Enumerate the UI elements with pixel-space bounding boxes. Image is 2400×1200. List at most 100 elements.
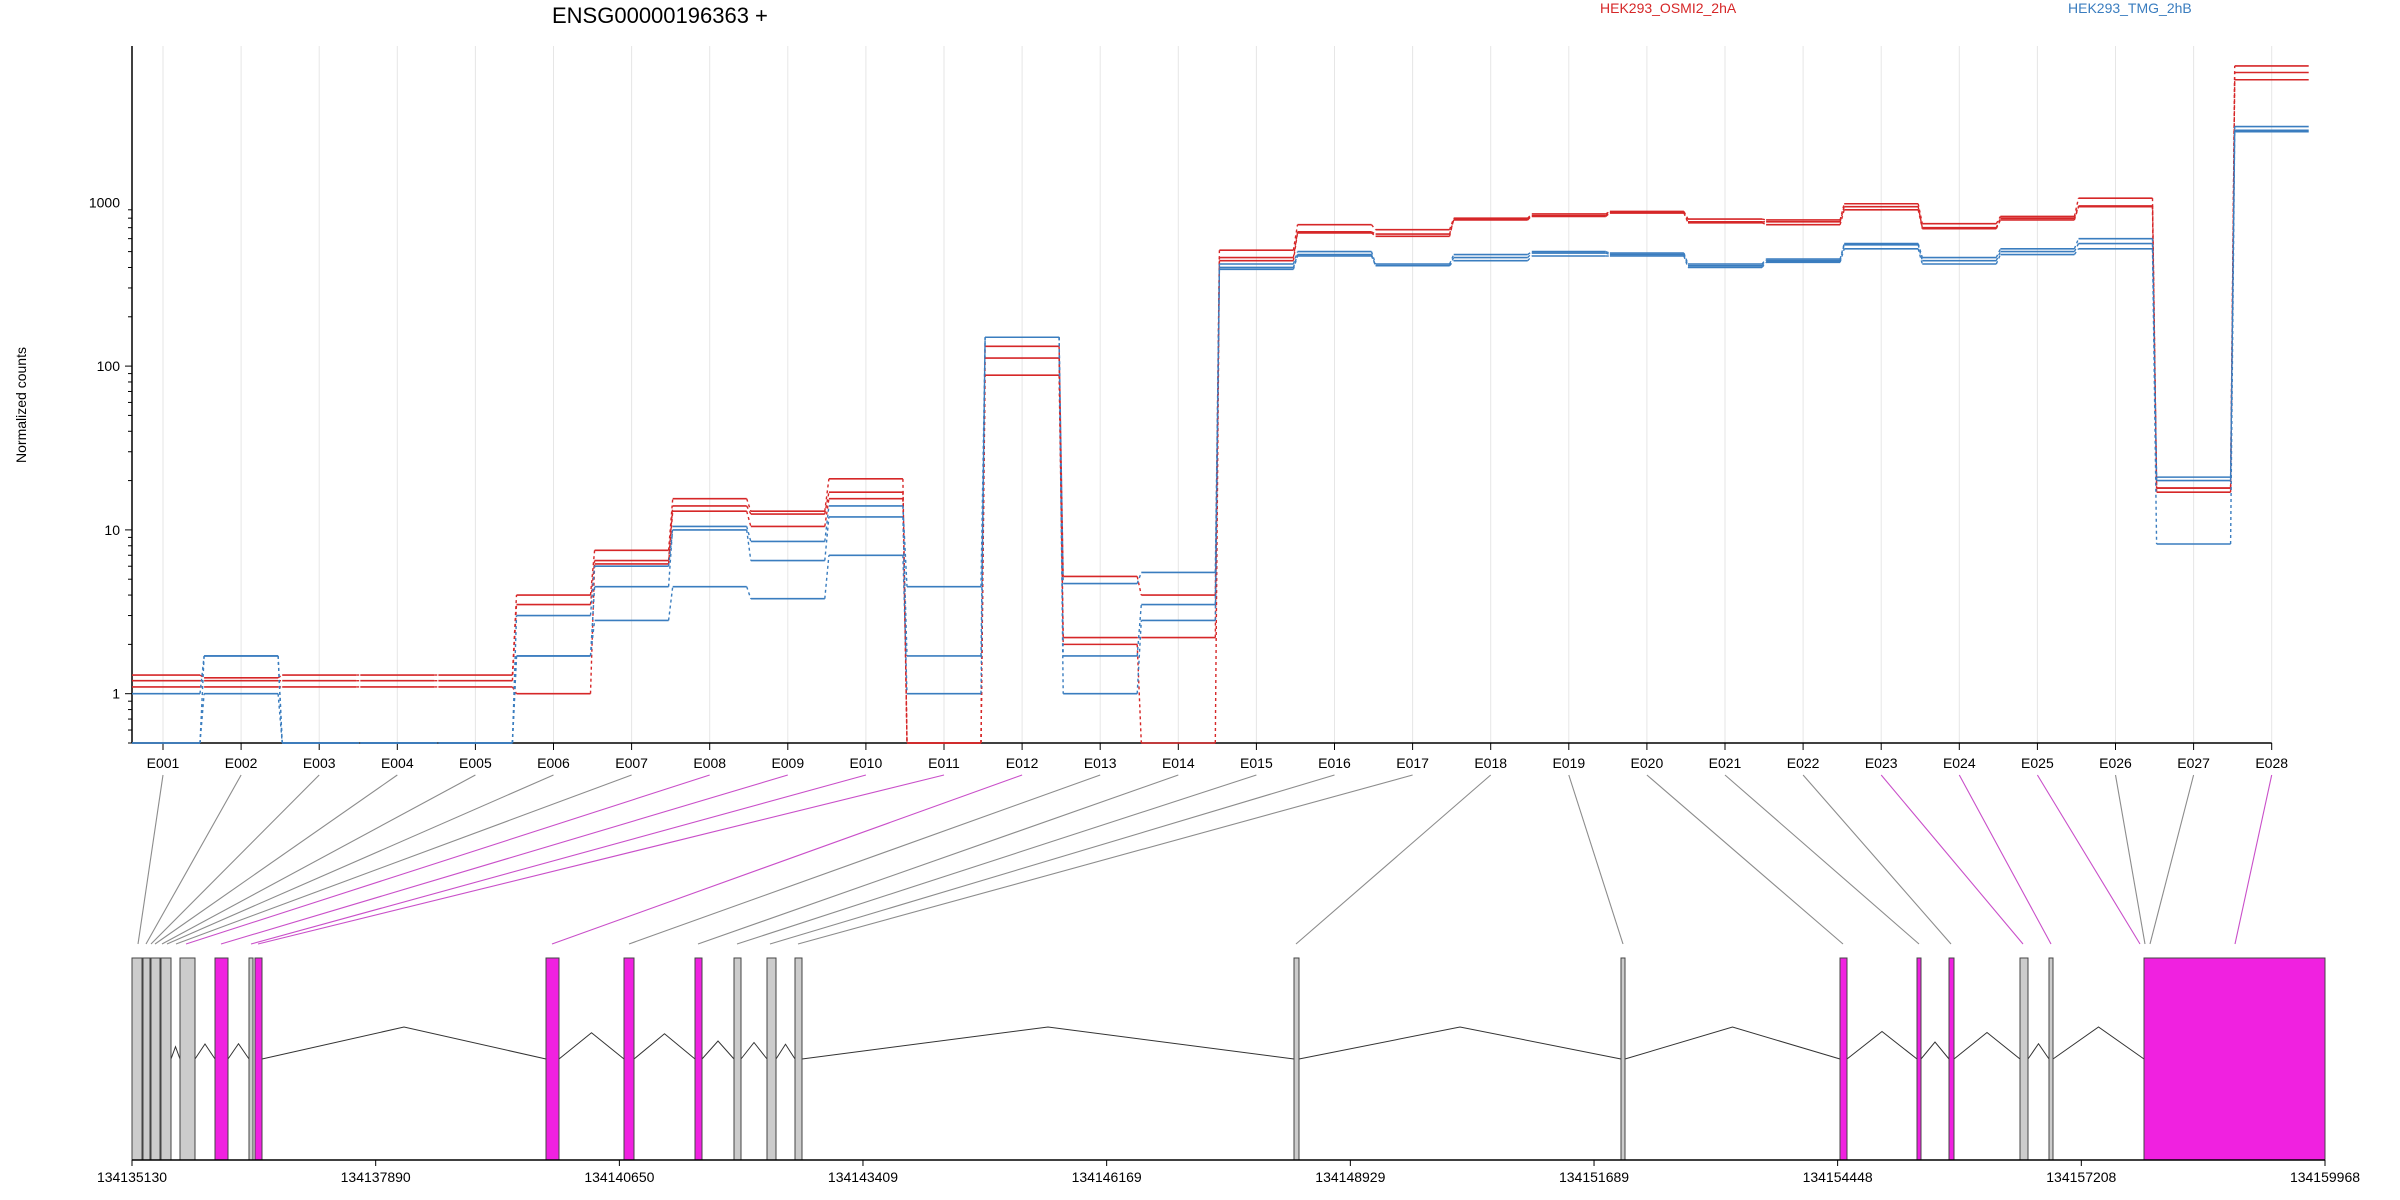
connector xyxy=(1292,224,1299,251)
series-3-hek293-osmi2-2ha xyxy=(132,78,2309,744)
exon-link-e016 xyxy=(769,774,1335,945)
x-axis: E001 E002 E003 E004 E005 E006 E007 E008 E009 E010… xyxy=(132,742,2288,771)
connector xyxy=(1370,224,1377,231)
connector xyxy=(1527,255,1533,262)
intron-connector xyxy=(1846,1030,1918,1060)
intron-connector xyxy=(227,1042,250,1060)
genome-coord-label: 134135130 xyxy=(97,1169,167,1185)
exon-link-e019 xyxy=(1568,774,1624,945)
connector xyxy=(1761,261,1767,268)
y-axis: 1 10 100 1000 xyxy=(89,46,133,744)
connector xyxy=(2073,206,2080,221)
exon-highlighted xyxy=(1948,957,1955,1161)
exon xyxy=(733,957,742,1161)
exon xyxy=(2019,957,2029,1161)
exon-highlighted xyxy=(545,957,560,1161)
exon-links xyxy=(137,774,2273,945)
exon-link-e020 xyxy=(1646,774,1844,945)
connector xyxy=(1839,203,1845,221)
connector xyxy=(589,560,596,605)
connector xyxy=(1605,250,1611,254)
connector xyxy=(980,337,986,656)
intron-connector xyxy=(558,1032,625,1060)
genome-coord-label: 134140650 xyxy=(584,1169,654,1185)
exon-highlighted xyxy=(254,957,263,1161)
series-2-hek293-osmi2-2ha xyxy=(132,71,2309,744)
intron-connector xyxy=(1624,1026,1841,1060)
series-lines xyxy=(132,65,2309,744)
connector xyxy=(824,555,830,599)
connector xyxy=(1761,218,1767,221)
exon xyxy=(142,957,151,1161)
exon xyxy=(248,957,254,1161)
exon-link-e004 xyxy=(154,774,398,945)
connector xyxy=(199,674,205,679)
connector xyxy=(902,516,908,656)
connector xyxy=(2073,243,2080,252)
intron-connector xyxy=(2052,1026,2145,1060)
connector xyxy=(824,516,830,561)
connector xyxy=(2151,248,2158,545)
connector xyxy=(277,674,283,679)
x-tick-label-e015: E015 xyxy=(1240,755,1273,771)
connector xyxy=(1839,248,1845,263)
intron-connector xyxy=(701,1040,735,1060)
x-tick-label-e001: E001 xyxy=(147,755,180,771)
connector xyxy=(1292,255,1299,270)
connector xyxy=(1058,337,1064,584)
exon-link-e017 xyxy=(797,774,1413,945)
connector xyxy=(1839,243,1845,260)
exon-link-e015 xyxy=(736,774,1257,945)
x-tick-label-e020: E020 xyxy=(1631,755,1664,771)
connector xyxy=(589,566,596,616)
gene-model: 134135130 134137890 134140650 134143409 1341… xyxy=(97,957,2360,1185)
connector xyxy=(1448,218,1455,237)
connector xyxy=(1292,251,1299,265)
genome-coord-label: 134159968 xyxy=(2290,1169,2360,1185)
intron-connector xyxy=(1920,1041,1950,1060)
genome-coord-label: 134157208 xyxy=(2046,1169,2116,1185)
intron-connector xyxy=(740,1041,768,1060)
exon-highlighted xyxy=(694,957,703,1161)
connector xyxy=(1917,244,1923,261)
x-tick-label-e019: E019 xyxy=(1552,755,1585,771)
y-tick-label: 100 xyxy=(97,358,121,374)
connector xyxy=(667,526,674,587)
connector xyxy=(1605,252,1611,256)
x-tick-label-e008: E008 xyxy=(693,755,726,771)
x-tick-label-e023: E023 xyxy=(1865,755,1898,771)
x-tick-label-e028: E028 xyxy=(2255,755,2288,771)
connector xyxy=(1527,252,1533,259)
exon-highlighted xyxy=(1916,957,1922,1161)
exon-link-e012 xyxy=(551,774,1023,945)
exon-link-e027 xyxy=(2149,774,2195,945)
connector xyxy=(667,529,674,567)
x-tick-label-e026: E026 xyxy=(2099,755,2132,771)
chart-title: ENSG00000196363 + xyxy=(552,3,768,28)
legend-osmi: HEK293_OSMI2_2hA xyxy=(1600,0,1737,16)
series-1-hek293-osmi2-2ha xyxy=(132,65,2309,744)
x-tick-label-e005: E005 xyxy=(459,755,492,771)
connector xyxy=(589,550,596,596)
connector xyxy=(902,555,908,694)
exon-link-e014 xyxy=(697,774,1179,945)
connector xyxy=(1136,576,1142,596)
exon xyxy=(150,957,161,1161)
connector xyxy=(1683,255,1689,268)
connector xyxy=(1995,216,2002,225)
connector xyxy=(746,529,752,561)
exon-link-e022 xyxy=(1802,774,1952,945)
connector xyxy=(1370,255,1377,266)
connector xyxy=(1058,375,1064,645)
connector xyxy=(1448,217,1455,230)
x-tick-label-e017: E017 xyxy=(1396,755,1429,771)
intron-connector xyxy=(194,1043,216,1060)
connector xyxy=(511,686,518,695)
connector xyxy=(2073,248,2080,255)
connector xyxy=(746,505,752,515)
x-tick-label-e022: E022 xyxy=(1787,755,1820,771)
intron-connector xyxy=(801,1026,1295,1060)
intron-connector xyxy=(261,1026,547,1060)
x-tick-label-e011: E011 xyxy=(928,755,960,771)
connector xyxy=(277,655,283,744)
